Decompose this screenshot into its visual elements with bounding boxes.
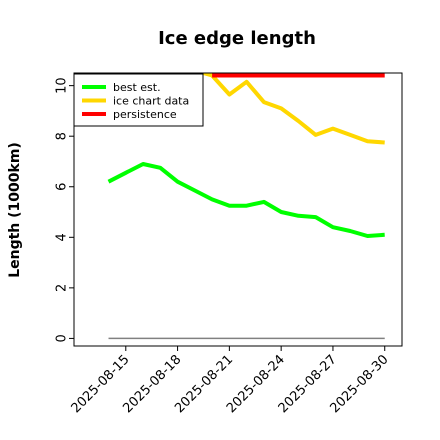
legend-label: persistence: [113, 108, 177, 121]
y-axis-label: Length (1000km): [7, 142, 23, 278]
y-tick-label: 0: [55, 334, 70, 342]
plot-frame: [73, 72, 403, 347]
y-tick-label: 2: [55, 284, 70, 292]
series-line-ice-chart-data: [196, 73, 385, 145]
chart-title: Ice edge length: [158, 28, 316, 49]
legend-label: best est.: [113, 81, 161, 94]
y-tick-label: 8: [55, 132, 70, 140]
legend-label: ice chart data: [113, 95, 189, 108]
y-tick-label: 4: [55, 233, 70, 241]
y-tick-label: 6: [55, 183, 70, 191]
series-line-best-est-: [107, 162, 385, 238]
y-tick-label: 10: [55, 77, 70, 94]
